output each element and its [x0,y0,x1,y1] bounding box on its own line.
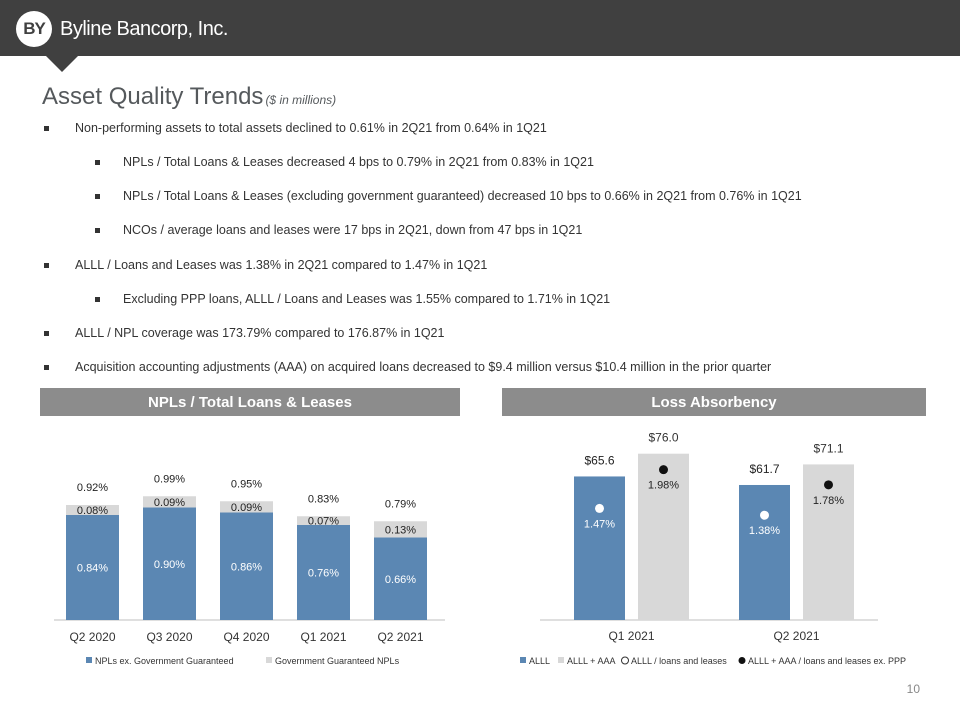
data-label: 0.84% [77,563,108,575]
total-label: 0.92% [77,482,108,494]
company-name: Byline Bancorp, Inc. [60,17,228,40]
bar-gov-guaranteed [66,505,119,515]
x-tick-label: Q1 2021 [608,629,654,643]
bullet-item: NPLs / Total Loans & Leases (excluding g… [95,189,802,203]
bullet-item: ALLL / NPL coverage was 173.79% compared… [44,326,444,340]
bar-gov-guaranteed [143,496,196,508]
bar-value-label: $61.7 [749,462,779,476]
data-label: 0.08% [77,505,108,517]
legend-label: Government Guaranteed NPLs [275,656,400,666]
loss-absorbency-header: Loss Absorbency [502,388,926,416]
bar-npls-ex-gov [297,525,350,620]
bar-value-label: $76.0 [648,431,678,445]
ratio-marker-alll [595,503,604,513]
x-tick-label: Q2 2020 [69,630,115,644]
bar-npls-ex-gov [374,537,427,620]
legend-marker [621,656,629,665]
x-tick-label: Q1 2021 [300,630,346,644]
bar-value-label: $71.1 [813,441,843,455]
total-label: 0.83% [308,493,339,505]
bar-npls-ex-gov [66,515,119,620]
legend-label: ALLL + AAA [567,656,615,666]
bullet-item: Acquisition accounting adjustments (AAA)… [44,360,771,374]
x-tick-label: Q4 2020 [223,630,269,644]
bar-alll-plus-aaa [638,453,689,620]
npl-chart-header: NPLs / Total Loans & Leases [40,388,460,416]
data-label: 0.86% [231,561,262,573]
bullet-item: NPLs / Total Loans & Leases decreased 4 … [95,155,594,169]
company-logo: BY Byline Bancorp, Inc. [16,11,228,47]
bar-npls-ex-gov [143,507,196,620]
ratio-marker-alll-aaa [659,465,668,475]
bar-alll [574,476,625,620]
data-label: 0.07% [308,516,339,528]
data-label: 0.90% [154,559,185,571]
ratio-label: 1.38% [749,525,780,537]
bullet-item: Excluding PPP loans, ALLL / Loans and Le… [95,292,610,306]
ratio-label: 1.98% [648,480,679,492]
banner-notch [46,56,78,72]
bar-alll-plus-aaa [803,464,854,620]
page-subtitle: ($ in millions) [265,93,337,107]
bullet-item: NCOs / average loans and leases were 17 … [95,223,582,237]
legend-label: NPLs ex. Government Guaranteed [95,656,234,666]
data-label: 0.09% [231,502,262,514]
page-title-row: Asset Quality Trends ($ in millions) [42,83,336,111]
page-number: 10 [906,682,920,696]
loss-absorbency-chart: $65.6 $76.0 1.47% 1.98% Q1 2021 $61.7 $71.1 1.3… [520,431,906,666]
total-label: 0.79% [385,498,416,510]
bar-alll [739,484,790,620]
legend-swatch [520,657,526,663]
bar-gov-guaranteed [297,516,350,525]
legend-label: ALLL / loans and leases [631,656,727,666]
bar-gov-guaranteed [374,521,427,538]
legend-swatch [558,657,564,663]
x-tick-label: Q3 2020 [146,630,192,644]
legend-marker [738,657,746,664]
total-label: 0.99% [154,473,185,485]
x-tick-label: Q2 2021 [773,629,819,643]
data-label: 0.13% [385,524,416,536]
bullet-item: ALLL / Loans and Leases was 1.38% in 2Q2… [44,258,487,272]
total-label: 0.95% [231,478,262,490]
data-label: 0.09% [154,497,185,509]
x-tick-label: Q2 2021 [377,630,423,644]
bar-gov-guaranteed [220,501,273,513]
data-label: 0.76% [308,568,339,580]
ratio-label: 1.47% [584,518,615,530]
data-label: 0.66% [385,574,416,586]
ratio-marker-alll [760,510,769,520]
bar-npls-ex-gov [220,512,273,620]
npl-stacked-bar-chart: 0.84% 0.08% 0.92% Q2 2020 0.90% 0.09% 0.99% Q3 … [54,473,445,666]
legend-swatch [266,657,272,663]
legend-label: ALLL + AAA / loans and leases ex. PPP [748,656,906,666]
legend-label: ALLL [529,656,550,666]
page-title: Asset Quality Trends [42,83,264,110]
ratio-marker-alll-aaa [824,480,833,490]
legend-swatch [86,657,92,663]
bar-value-label: $65.6 [584,453,614,467]
top-banner: BY Byline Bancorp, Inc. [0,0,960,56]
logo-mark-icon: BY [16,11,52,47]
ratio-label: 1.78% [813,495,844,507]
bullet-item: Non-performing assets to total assets de… [44,121,547,135]
